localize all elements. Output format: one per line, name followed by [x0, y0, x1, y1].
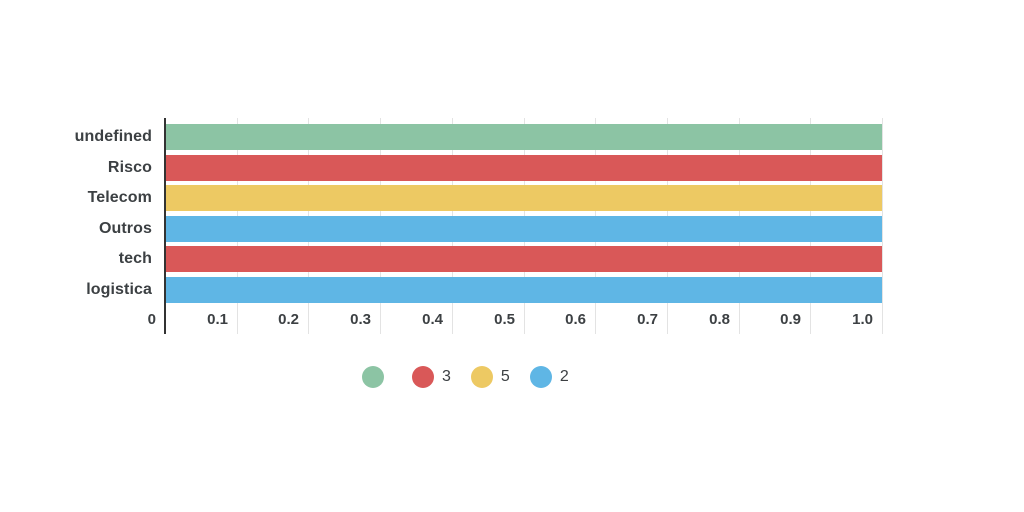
category-label: tech: [118, 250, 152, 267]
bar-undefined[interactable]: [166, 124, 882, 150]
legend-item[interactable]: 3: [412, 366, 451, 388]
legend-color-dot: [470, 366, 493, 388]
x-tick-label: 0.1: [207, 311, 228, 328]
category-label: Outros: [98, 220, 152, 237]
x-tick-label: 1.0: [852, 311, 873, 328]
legend-color-dot: [362, 366, 384, 388]
x-tick-label: 0.7: [637, 311, 658, 328]
chart-legend: 3 5 2: [362, 366, 569, 388]
y-axis-line: [164, 118, 166, 334]
legend-label: 2: [559, 368, 569, 385]
legend-label: 5: [500, 368, 510, 385]
category-label: undefined: [74, 128, 152, 145]
category-label: Risco: [107, 159, 152, 176]
legend-label: 3: [442, 368, 451, 385]
x-tick-label: 0.8: [709, 311, 730, 328]
category-label: Telecom: [87, 189, 152, 206]
category-label: logistica: [86, 281, 152, 298]
x-tick-label: 0.6: [565, 311, 586, 328]
x-tick-label: 0.3: [350, 311, 371, 328]
legend-color-dot: [412, 366, 434, 388]
legend-item[interactable]: 2: [529, 366, 569, 388]
bar-risco[interactable]: [166, 155, 882, 181]
x-tick-label: 0.2: [278, 311, 299, 328]
bar-logistica[interactable]: [166, 277, 882, 303]
x-tick-label: 0.5: [494, 311, 515, 328]
bar-outros[interactable]: [166, 216, 882, 242]
legend-color-dot: [529, 366, 552, 388]
legend-item[interactable]: 5: [470, 366, 510, 388]
bar-telecom[interactable]: [166, 185, 882, 211]
x-gridline: [882, 118, 883, 334]
bar-tech[interactable]: [166, 246, 882, 272]
x-tick-label: 0: [147, 311, 156, 328]
legend-item[interactable]: [362, 366, 392, 388]
x-tick-label: 0.9: [780, 311, 801, 328]
x-tick-label: 0.4: [422, 311, 443, 328]
